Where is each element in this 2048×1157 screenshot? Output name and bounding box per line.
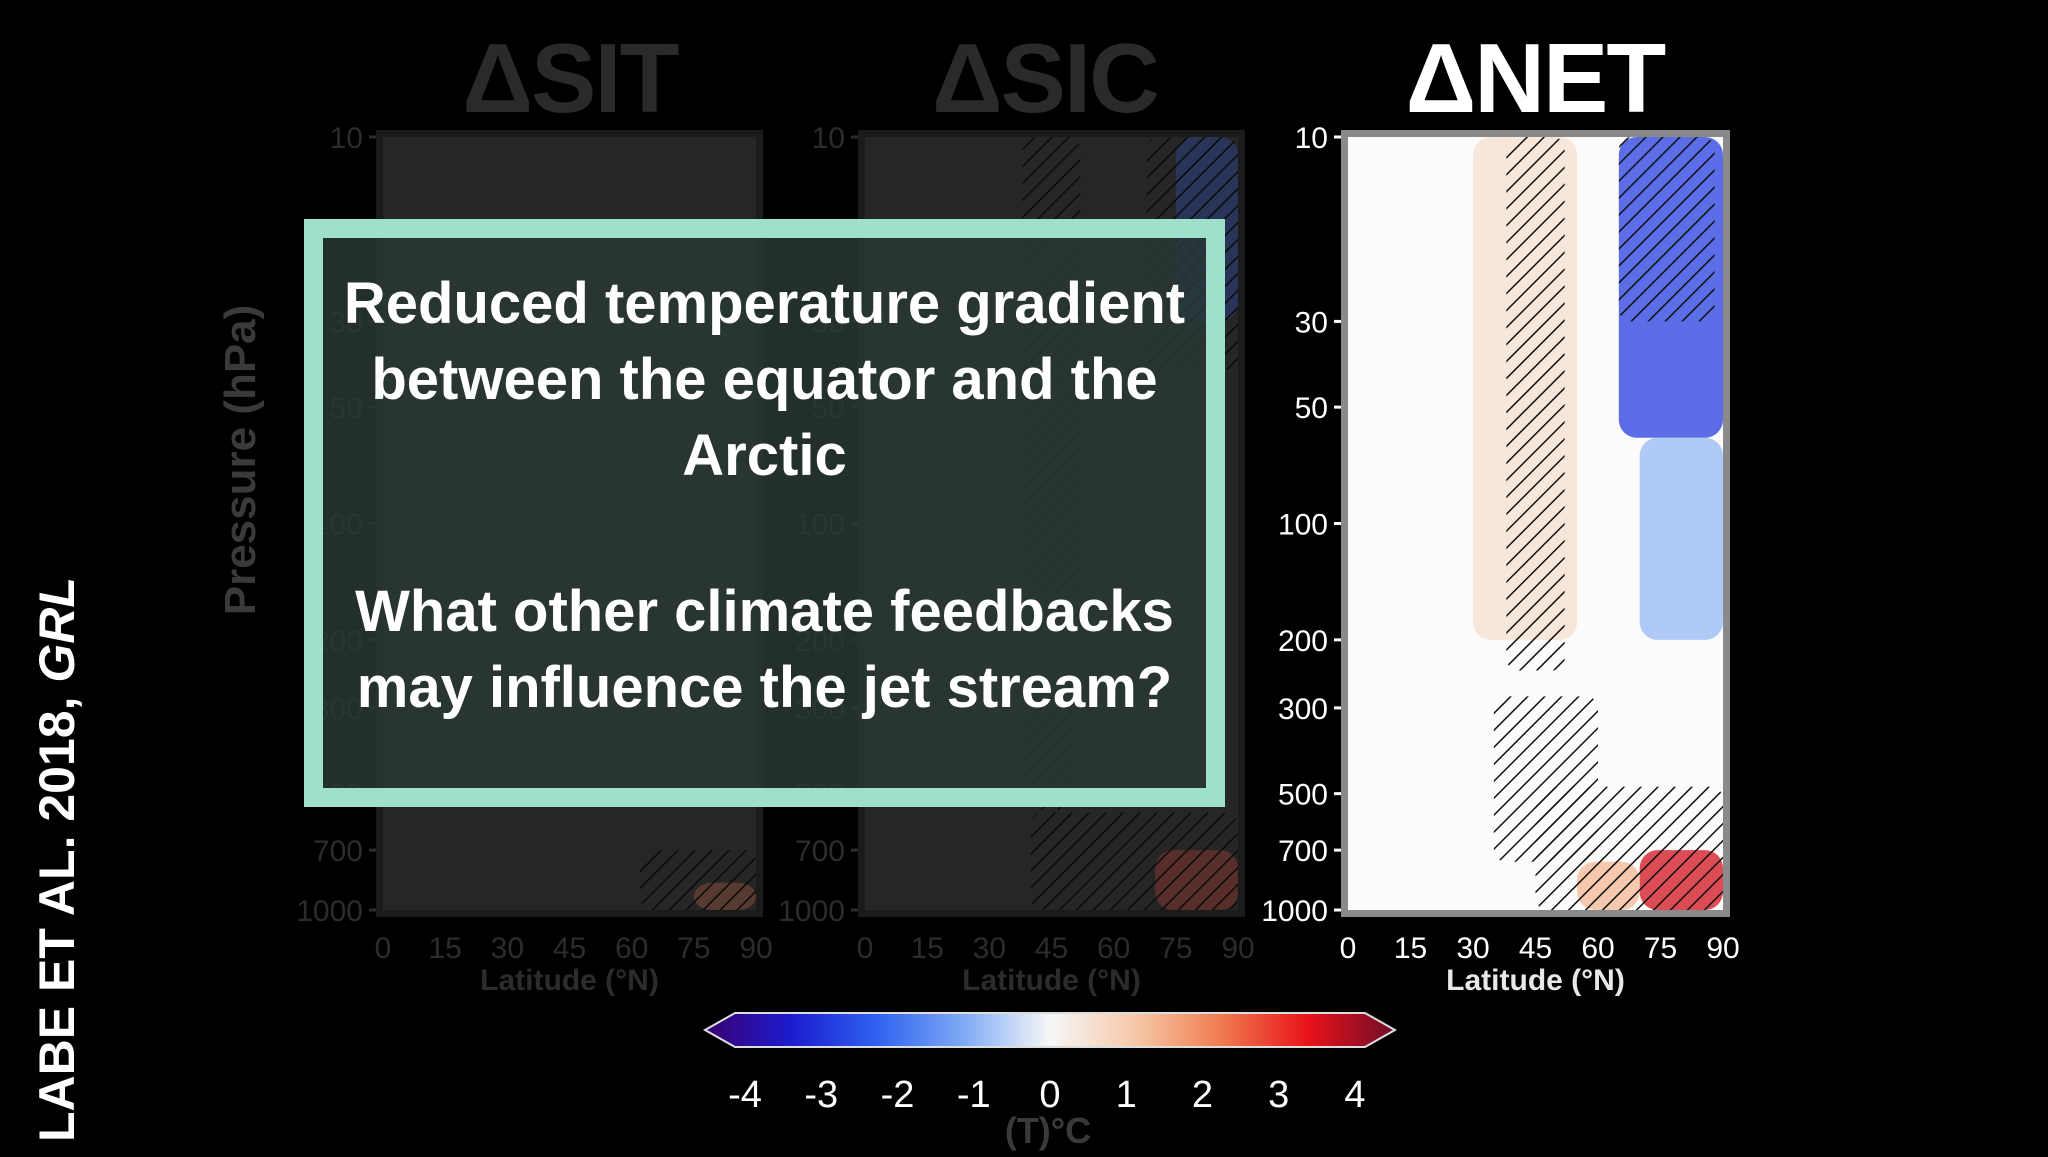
x-tick-label-net-2: 30 bbox=[1456, 932, 1489, 965]
x-tick-label-sic-0: 0 bbox=[857, 932, 874, 965]
x-tick-label-net-5: 75 bbox=[1644, 932, 1677, 965]
citation-authors: LABE ET AL. 2018, bbox=[29, 682, 85, 1142]
x-axis-label-sic: Latitude (°N) bbox=[962, 964, 1141, 997]
x-tick-label-sit-5: 75 bbox=[677, 932, 710, 965]
x-tick-label-sit-4: 60 bbox=[615, 932, 648, 965]
y-tick-label-sit-8: 1000 bbox=[296, 895, 363, 928]
x-tick-label-sic-4: 60 bbox=[1097, 932, 1130, 965]
colorbar-tick-label-5: 1 bbox=[1116, 1074, 1137, 1116]
panel-title-net: ΔNET bbox=[1405, 23, 1666, 133]
citation-journal: GRL bbox=[29, 577, 85, 683]
panel-net: 10 30 50 100 200 300 500 700 1000 0 15 30 45 60 75 90 La… bbox=[1261, 122, 1739, 997]
colorbar-tick-label-2: -2 bbox=[881, 1074, 915, 1116]
y-tick-label-net-3: 100 bbox=[1278, 509, 1328, 542]
y-tick-label-net-0: 10 bbox=[1295, 122, 1328, 155]
x-tick-label-sic-6: 90 bbox=[1221, 932, 1254, 965]
x-tick-label-sit-0: 0 bbox=[375, 932, 392, 965]
hatch-region-net-0 bbox=[1506, 137, 1565, 671]
y-tick-label-net-8: 1000 bbox=[1261, 895, 1328, 928]
panel-anomaly-layer-net bbox=[1473, 137, 1723, 910]
x-tick-label-sit-3: 45 bbox=[553, 932, 586, 965]
colorbar-tick-label-4: 0 bbox=[1039, 1074, 1060, 1116]
overlay-statement: Reduced temperature gradient between the… bbox=[343, 271, 1186, 488]
hatch-region-sit-0 bbox=[639, 850, 756, 910]
y-axis-label-sit: Pressure (hPa) bbox=[216, 305, 265, 616]
panel-anomaly-layer-sit bbox=[639, 850, 756, 910]
x-axis-label-sit: Latitude (°N) bbox=[480, 964, 659, 997]
overlay-callout: Reduced temperature gradient between the… bbox=[304, 219, 1225, 807]
y-tick-label-net-1: 30 bbox=[1295, 306, 1328, 339]
colorbar-tick-label-7: 3 bbox=[1268, 1074, 1289, 1116]
colorbar-tick-label-8: 4 bbox=[1344, 1074, 1365, 1116]
x-tick-label-net-0: 0 bbox=[1340, 932, 1357, 965]
colorbar-tick-label-3: -1 bbox=[957, 1074, 991, 1116]
y-tick-label-net-7: 700 bbox=[1278, 835, 1328, 868]
x-tick-label-sit-2: 30 bbox=[491, 932, 524, 965]
anomaly-region-net-2 bbox=[1639, 437, 1723, 640]
y-tick-label-sic-0: 10 bbox=[812, 122, 845, 155]
panel-title-sit: ΔSIT bbox=[462, 23, 680, 133]
y-tick-label-sit-7: 700 bbox=[313, 835, 363, 868]
y-tick-label-sit-0: 10 bbox=[330, 122, 363, 155]
x-tick-label-net-3: 45 bbox=[1519, 932, 1552, 965]
x-tick-label-net-4: 60 bbox=[1581, 932, 1614, 965]
x-tick-label-net-6: 90 bbox=[1706, 932, 1739, 965]
overlay-question: What other climate feedbacks may influen… bbox=[355, 579, 1174, 720]
y-tick-label-sic-8: 1000 bbox=[778, 895, 845, 928]
y-tick-label-net-4: 200 bbox=[1278, 625, 1328, 658]
x-axis-label-net: Latitude (°N) bbox=[1446, 964, 1625, 997]
colorbar-tick-label-6: 2 bbox=[1192, 1074, 1213, 1116]
y-tick-label-net-6: 500 bbox=[1278, 779, 1328, 812]
y-tick-label-net-5: 300 bbox=[1278, 693, 1328, 726]
colorbar-group: -4 -3 -2 -1 0 1 2 3 4 (T)°C bbox=[702, 1012, 1398, 1151]
x-tick-label-sic-3: 45 bbox=[1035, 932, 1068, 965]
panel-title-sic: ΔSIC bbox=[932, 23, 1160, 133]
hatch-region-net-3 bbox=[1535, 786, 1723, 910]
x-tick-label-sic-5: 75 bbox=[1159, 932, 1192, 965]
x-tick-label-sit-6: 90 bbox=[739, 932, 772, 965]
hatch-region-sic-3 bbox=[1030, 812, 1238, 910]
x-tick-label-sit-1: 15 bbox=[428, 932, 461, 965]
hatch-region-net-1 bbox=[1618, 137, 1715, 322]
citation-caption: LABE ET AL. 2018, GRL bbox=[28, 577, 86, 1142]
colorbar-label: (T)°C bbox=[1005, 1110, 1091, 1151]
colorbar-bar bbox=[702, 1012, 1398, 1048]
colorbar-tick-label-0: -4 bbox=[728, 1074, 762, 1116]
colorbar-tick-label-1: -3 bbox=[804, 1074, 838, 1116]
x-tick-label-sic-1: 15 bbox=[910, 932, 943, 965]
y-tick-label-sic-7: 700 bbox=[795, 835, 845, 868]
x-tick-label-sic-2: 30 bbox=[973, 932, 1006, 965]
y-tick-label-net-2: 50 bbox=[1295, 392, 1328, 425]
x-tick-label-net-1: 15 bbox=[1394, 932, 1427, 965]
